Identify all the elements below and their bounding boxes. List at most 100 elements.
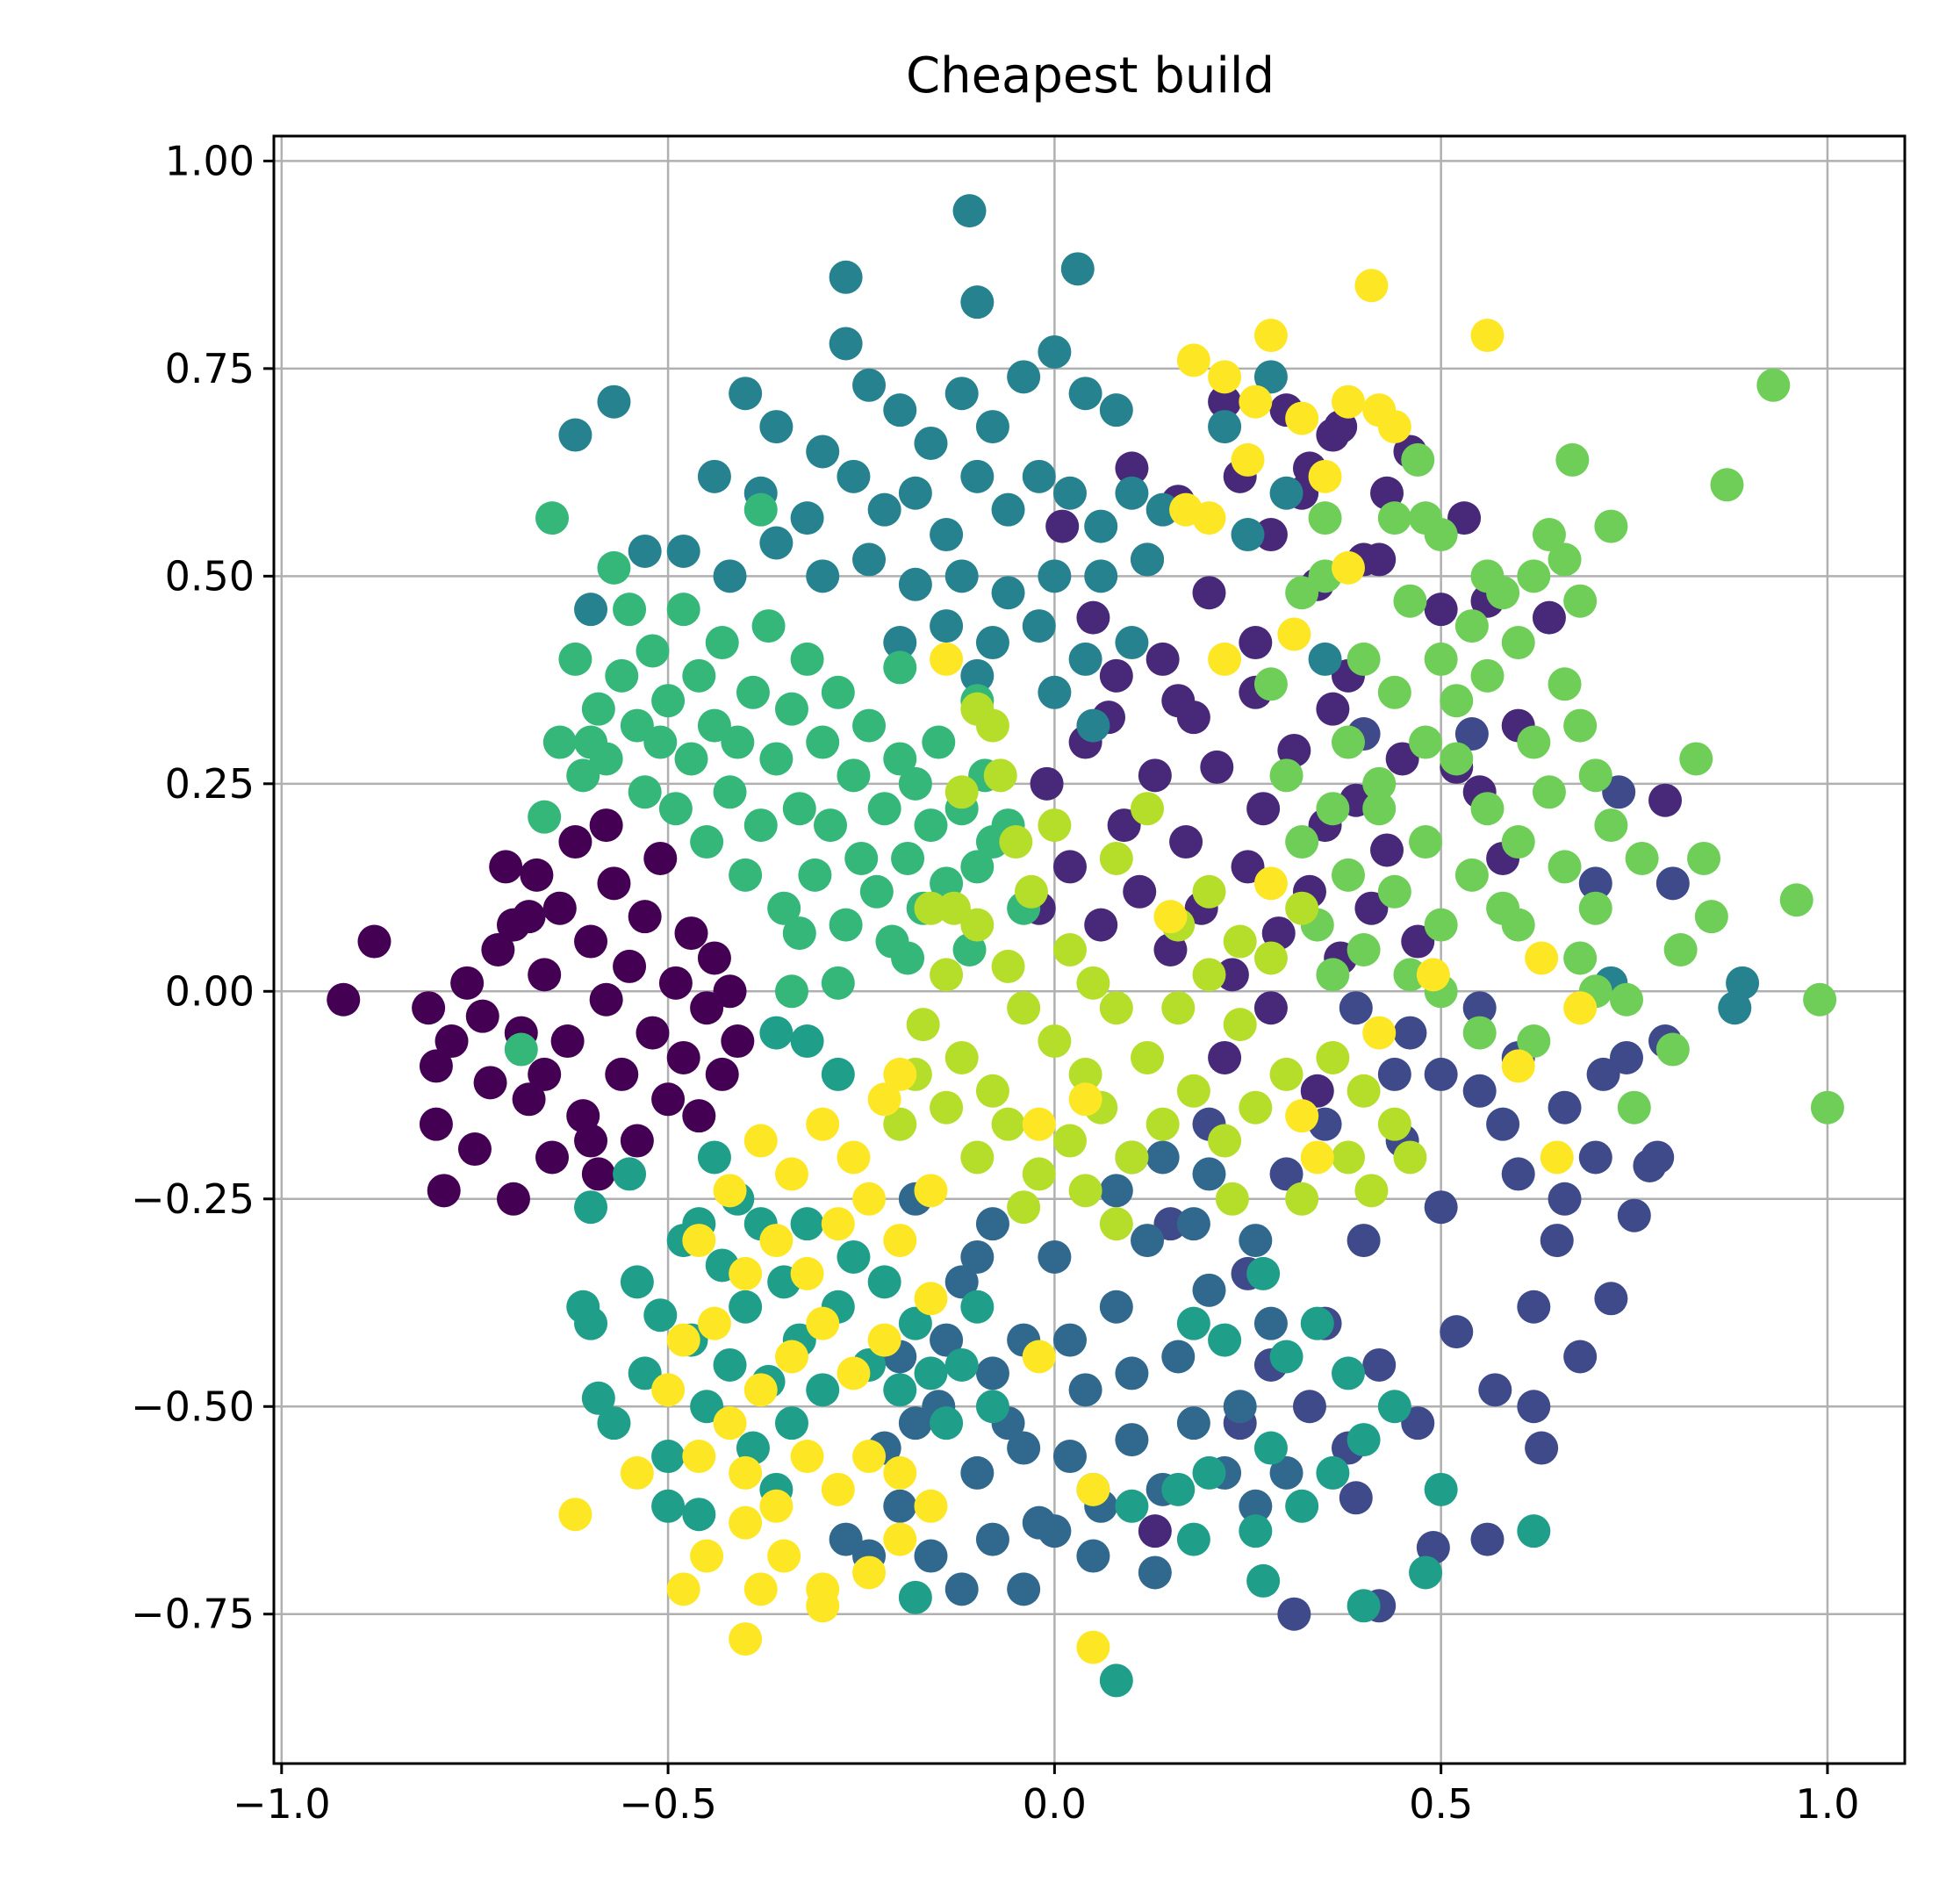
scatter-point [930,1090,964,1124]
scatter-point [782,916,816,951]
scatter-point [1208,642,1242,676]
scatter-point [806,1306,840,1340]
scatter-point [1285,891,1319,925]
scatter-point [643,1298,678,1333]
scatter-point [1208,360,1242,394]
scatter-point [1470,658,1505,693]
scatter-point [450,966,485,1000]
scatter-point [975,1074,1009,1108]
scatter-point [1517,1390,1551,1424]
series-7 [1253,368,1844,1124]
scatter-point [713,1174,747,1208]
scatter-point [1285,1182,1319,1216]
scatter-point [1470,319,1505,353]
scatter-point [1617,1198,1651,1232]
scatter-point [1176,1406,1210,1441]
scatter-point [944,559,979,593]
scatter-point [1578,866,1612,901]
y-tick-label: 1.00 [165,137,255,184]
scatter-point [944,1040,979,1074]
scatter-point [1617,1090,1651,1124]
scatter-point [898,567,932,601]
scatter-point [1393,958,1427,992]
x-tick-label: −0.5 [619,1780,717,1828]
scatter-point [581,692,615,726]
scatter-point [1022,459,1056,493]
scatter-point [1068,1373,1102,1407]
scatter-point [1555,442,1590,477]
scatter-point [736,675,770,709]
scatter-point [1038,808,1072,843]
scatter-point [1563,708,1598,743]
scatter-point [1377,1107,1411,1141]
scatter-point [867,1323,901,1357]
scatter-point [1563,991,1598,1025]
scatter-point [930,518,964,552]
scatter-point [1253,991,1288,1025]
scatter-point [806,559,840,593]
scatter-point [930,642,964,676]
scatter-point [1409,1556,1443,1590]
scatter-point [1038,1514,1072,1548]
scatter-point [1269,758,1303,793]
scatter-point [1022,1340,1056,1374]
scatter-point [1578,1140,1612,1175]
scatter-point [930,958,964,992]
scatter-point [1068,642,1102,676]
scatter-point [867,492,901,527]
scatter-point [574,1124,608,1158]
scatter-point [434,1024,469,1059]
scatter-point [806,1107,840,1141]
scatter-point [690,1390,724,1424]
scatter-point [1401,1406,1435,1441]
scatter-point [790,642,824,676]
scatter-point [535,501,570,535]
scatter-point [628,900,662,934]
scatter-point [852,1440,887,1474]
scatter-point [1269,1157,1303,1191]
scatter-point [1663,933,1698,966]
scatter-point [713,1347,747,1382]
scatter-point [1084,509,1118,543]
scatter-point [1454,717,1489,751]
scatter-point [883,393,917,428]
scatter-point [891,841,925,875]
scatter-point [1192,501,1226,535]
scatter-point [1548,667,1582,701]
scatter-point [1145,642,1180,676]
scatter-point [960,1140,995,1175]
scatter-point [930,609,964,643]
scatter-point [1038,675,1072,709]
series-9 [558,269,1598,1664]
scatter-point [705,626,739,660]
scatter-point [1370,833,1404,867]
scatter-point [1625,841,1659,875]
scatter-point [713,974,747,1009]
scatter-point [1285,576,1319,610]
scatter-point [852,542,887,577]
scatter-point [581,1381,615,1415]
scatter-point [697,459,731,493]
scatter-point [1153,1207,1188,1241]
scatter-point [729,1505,763,1540]
scatter-point [774,974,808,1009]
scatter-point [1362,1347,1397,1382]
scatter-point [1068,1082,1102,1117]
scatter-point [759,1016,794,1050]
scatter-point [1068,377,1102,411]
scatter-point [883,1107,917,1141]
scatter-point [743,1124,778,1158]
scatter-point [1377,1057,1411,1091]
scatter-point [589,982,623,1017]
scatter-point [798,858,832,892]
scatter-point [1347,1074,1381,1108]
scatter-point [713,559,747,593]
scatter-point [1239,1489,1273,1523]
scatter-point [419,1049,453,1083]
scatter-point [651,1489,686,1523]
scatter-point [1052,1323,1087,1357]
scatter-point [960,1290,995,1324]
scatter-point [1239,1224,1273,1258]
scatter-point [674,916,708,951]
scatter-point [743,1572,778,1606]
